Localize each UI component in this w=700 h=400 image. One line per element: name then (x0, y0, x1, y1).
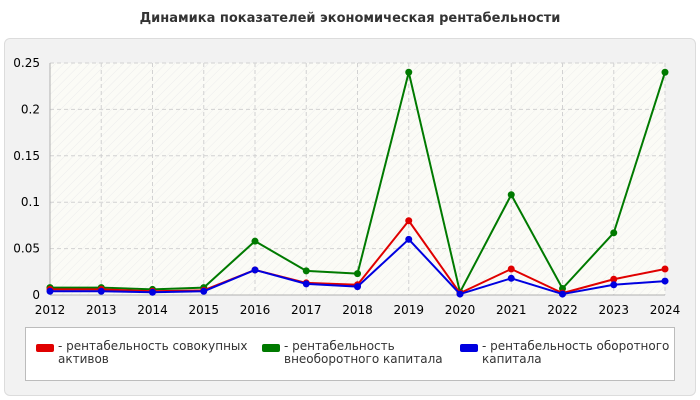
data-point (507, 191, 515, 199)
series-3 (46, 235, 669, 298)
legend-swatch-series-2 (262, 344, 280, 352)
legend: - рентабельность совокупных активов - ре… (25, 327, 675, 381)
data-point (149, 288, 156, 296)
data-point (661, 68, 669, 76)
data-point (46, 287, 54, 295)
x-tick-label: 2020 (445, 303, 476, 317)
legend-item-series-2: - рентабельность внеоборотного капитала (262, 340, 443, 366)
legend-label-line-1: - рентабельность оборотного (482, 339, 670, 353)
x-tick-label: 2021 (496, 303, 527, 317)
legend-label-line-2: активов (58, 352, 109, 366)
data-point (507, 274, 515, 282)
data-point (405, 217, 413, 225)
x-tick-label: 2019 (393, 303, 424, 317)
legend-label-line-1: - рентабельность (284, 339, 395, 353)
data-point (354, 283, 361, 291)
data-point (302, 267, 310, 275)
data-point (405, 68, 413, 76)
y-tick-label: 0.15 (13, 149, 40, 163)
x-tick-label: 2018 (342, 303, 373, 317)
legend-item-series-3: - рентабельность оборотного капитала (460, 340, 669, 366)
legend-label-line-1: - рентабельность совокупных (58, 339, 248, 353)
data-point (97, 287, 105, 295)
data-point (507, 265, 515, 273)
data-point (456, 290, 464, 298)
data-point (405, 235, 413, 243)
data-point (251, 266, 259, 274)
x-tick-label: 2012 (35, 303, 66, 317)
x-tick-label: 2024 (650, 303, 681, 317)
legend-swatch-series-1 (36, 344, 54, 352)
data-point (661, 277, 669, 285)
y-tick-label: 0.2 (21, 102, 40, 116)
data-point (610, 275, 618, 283)
data-point (610, 281, 618, 289)
data-point (354, 270, 361, 278)
x-tick-label: 2022 (547, 303, 578, 317)
legend-label-line-2: капитала (482, 352, 542, 366)
x-tick-label: 2013 (86, 303, 117, 317)
data-point (251, 237, 259, 245)
chart-title: Динамика показателей экономическая рента… (139, 11, 561, 26)
x-tick-label: 2017 (291, 303, 322, 317)
data-point (200, 287, 208, 295)
data-point (661, 265, 669, 273)
x-tick-label: 2016 (240, 303, 271, 317)
legend-item-series-1: - рентабельность совокупных активов (36, 340, 248, 366)
y-tick-label: 0.25 (13, 56, 40, 70)
x-tick-label: 2014 (137, 303, 168, 317)
y-tick-label: 0 (32, 288, 40, 302)
y-tick-label: 0.1 (21, 195, 40, 209)
y-tick-label: 0.05 (13, 242, 40, 256)
x-tick-label: 2015 (188, 303, 219, 317)
x-tick-label: 2023 (598, 303, 629, 317)
legend-label-line-2: внеоборотного капитала (284, 352, 443, 366)
data-point (559, 290, 566, 298)
legend-swatch-series-3 (460, 344, 478, 352)
data-point (302, 280, 310, 288)
data-point (610, 229, 618, 237)
